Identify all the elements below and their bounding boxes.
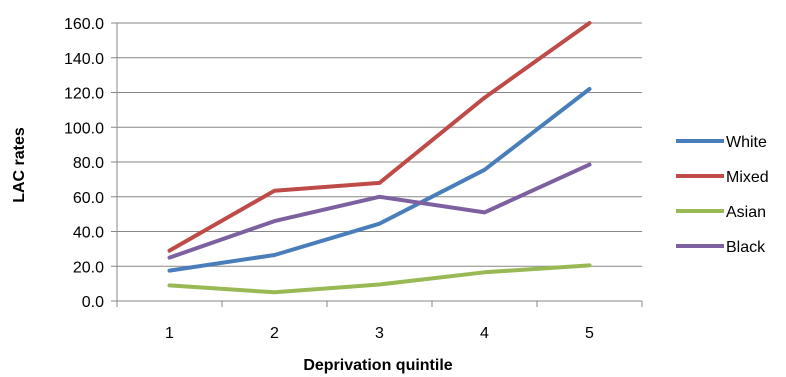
y-tick-label: 100.0 [64, 120, 104, 137]
x-tick-label: 4 [480, 325, 489, 342]
legend: White Mixed Asian Black [676, 134, 769, 256]
y-tick-label: 0.0 [82, 294, 104, 311]
x-tick-label: 5 [585, 325, 594, 342]
x-axis-title: Deprivation quintile [303, 357, 452, 374]
series-line-mixed [167, 21, 592, 253]
x-tick-labels: 1 2 3 4 5 [165, 325, 594, 342]
y-tick-label: 40.0 [73, 225, 104, 242]
y-tick-label: 160.0 [64, 16, 104, 33]
legend-label-asian: Asian [726, 204, 766, 221]
y-tick-label: 60.0 [73, 190, 104, 207]
series-line-black [167, 162, 592, 260]
y-tick-label: 140.0 [64, 51, 104, 68]
y-axis-title: LAC rates [11, 127, 28, 203]
gridlines [117, 22, 642, 267]
x-tick-label: 2 [270, 325, 279, 342]
series-lines [167, 21, 592, 295]
legend-label-white: White [726, 134, 767, 151]
y-tick-labels: 0.0 20.0 40.0 60.0 80.0 100.0 120.0 140.0 160.0 [64, 16, 104, 311]
legend-label-black: Black [726, 239, 766, 256]
y-tick-label: 120.0 [64, 86, 104, 103]
x-tick-label: 3 [375, 325, 384, 342]
y-tick-label: 80.0 [73, 155, 104, 172]
axes [111, 22, 643, 307]
legend-label-mixed: Mixed [726, 169, 769, 186]
series-line-white [167, 87, 592, 273]
series-line-asian [167, 263, 592, 295]
x-tick-label: 1 [165, 325, 174, 342]
y-tick-label: 20.0 [73, 259, 104, 276]
